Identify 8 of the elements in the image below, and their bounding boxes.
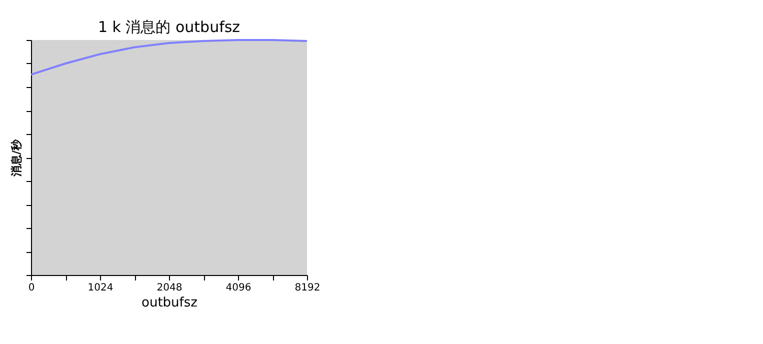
- chart-title: 1 k 消息的 outbufsz: [98, 18, 240, 36]
- x-tick-label: 0: [28, 282, 35, 294]
- x-tick-label: 2048: [156, 282, 182, 294]
- y-axis-title: 消息/秒: [10, 138, 23, 178]
- x-tick-label: 1024: [88, 282, 114, 294]
- x-tick-label: 8192: [294, 282, 320, 294]
- x-axis-title: outbufsz: [142, 296, 198, 310]
- x-tick-label: 4096: [226, 282, 252, 294]
